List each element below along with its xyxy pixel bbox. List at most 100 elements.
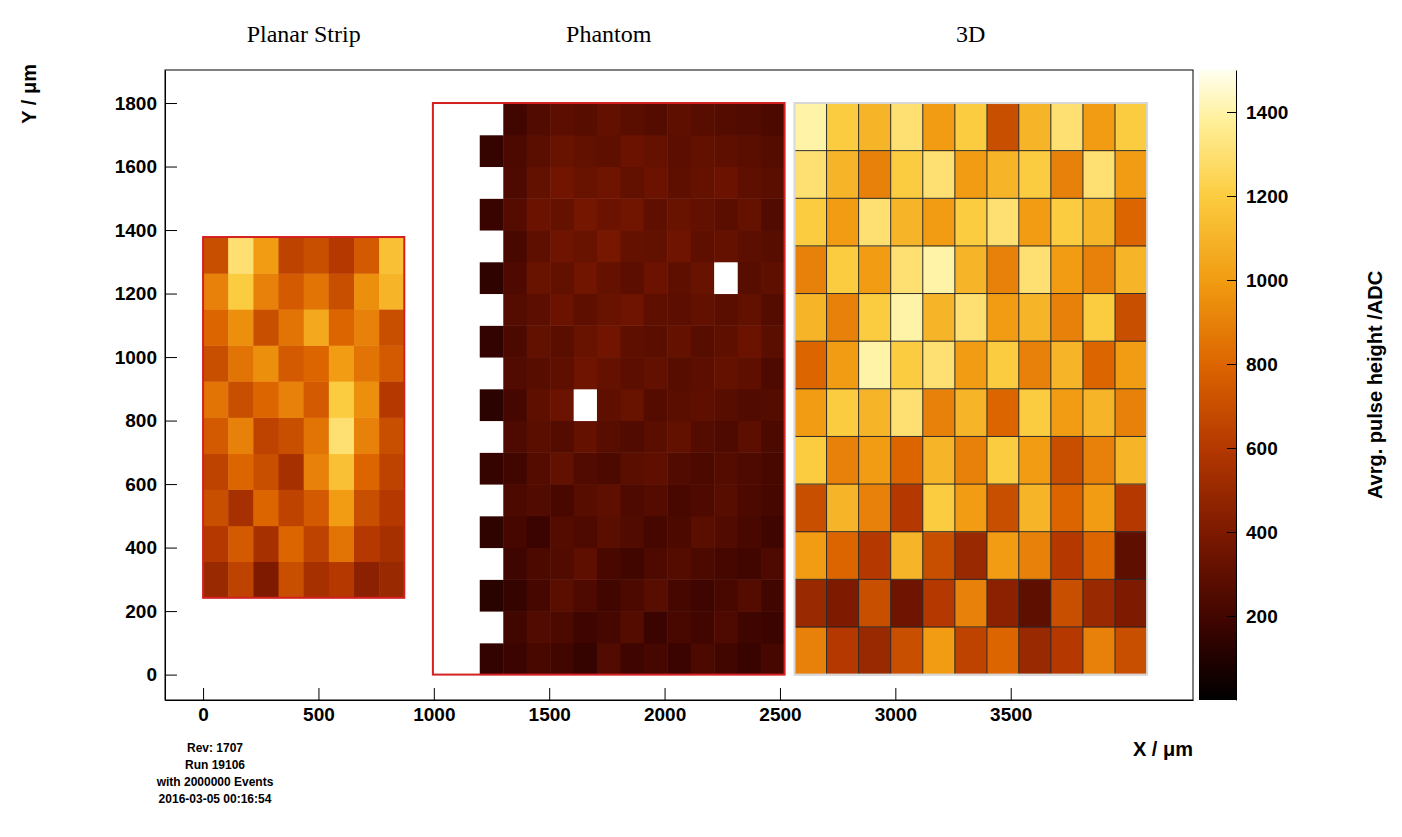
cell bbox=[329, 381, 355, 418]
tick-mark bbox=[165, 294, 177, 295]
cell bbox=[923, 627, 956, 675]
cell bbox=[1051, 532, 1084, 580]
cell bbox=[667, 389, 691, 421]
cell bbox=[923, 103, 956, 151]
cell bbox=[203, 237, 229, 274]
cell bbox=[433, 262, 457, 294]
cell bbox=[527, 484, 551, 516]
cell bbox=[644, 548, 668, 580]
cell bbox=[667, 357, 691, 389]
x-axis: 0500100015002000250030003500 bbox=[166, 688, 1194, 725]
cell bbox=[527, 421, 551, 453]
cell bbox=[480, 167, 504, 199]
cell bbox=[1083, 389, 1116, 437]
cell bbox=[550, 198, 574, 230]
cell bbox=[1051, 246, 1084, 294]
cell bbox=[228, 562, 254, 599]
cell bbox=[1083, 151, 1116, 199]
cell bbox=[597, 325, 621, 357]
cell bbox=[644, 230, 668, 262]
cell bbox=[550, 611, 574, 643]
cell bbox=[597, 135, 621, 167]
cell bbox=[550, 484, 574, 516]
cell bbox=[503, 421, 527, 453]
tick-label: 1000 bbox=[413, 704, 455, 725]
cell bbox=[597, 643, 621, 675]
cell bbox=[456, 548, 480, 580]
cell bbox=[714, 262, 738, 294]
cell bbox=[827, 341, 860, 389]
annotation: with 2000000 Events bbox=[156, 775, 274, 789]
tick: 400 bbox=[1227, 522, 1278, 543]
cell bbox=[891, 246, 924, 294]
cell bbox=[691, 421, 715, 453]
cell bbox=[761, 611, 785, 643]
cell bbox=[667, 325, 691, 357]
cell bbox=[667, 452, 691, 484]
cell bbox=[827, 198, 860, 246]
cell bbox=[597, 548, 621, 580]
cell bbox=[354, 273, 380, 309]
cell bbox=[621, 643, 645, 675]
cell bbox=[574, 452, 598, 484]
cell bbox=[1115, 532, 1148, 580]
cell bbox=[597, 357, 621, 389]
cell bbox=[456, 389, 480, 421]
cell bbox=[621, 548, 645, 580]
tick-mark bbox=[165, 357, 177, 358]
tick-mark bbox=[1227, 364, 1236, 365]
cell bbox=[597, 611, 621, 643]
cell bbox=[621, 198, 645, 230]
tick-mark bbox=[165, 103, 177, 104]
tick-label: 200 bbox=[125, 601, 157, 622]
cell bbox=[379, 454, 405, 490]
cell bbox=[891, 341, 924, 389]
cell bbox=[691, 357, 715, 389]
cell bbox=[644, 452, 668, 484]
cell bbox=[329, 345, 355, 381]
cell bbox=[203, 526, 229, 562]
cell bbox=[527, 548, 551, 580]
color-bar-title: Avrg. pulse height /ADC bbox=[1364, 271, 1386, 499]
cell bbox=[550, 103, 574, 135]
cell bbox=[667, 643, 691, 675]
tick-label: 3500 bbox=[990, 704, 1032, 725]
cell bbox=[714, 579, 738, 611]
cell bbox=[433, 548, 457, 580]
tick: 600 bbox=[125, 474, 177, 495]
cell bbox=[827, 436, 860, 484]
cell bbox=[1051, 436, 1084, 484]
tick-mark bbox=[165, 675, 177, 676]
cell bbox=[761, 643, 785, 675]
cell bbox=[574, 262, 598, 294]
cell bbox=[794, 579, 827, 627]
cell bbox=[794, 294, 827, 342]
cell bbox=[574, 294, 598, 326]
cell bbox=[1051, 151, 1084, 199]
cell bbox=[574, 135, 598, 167]
cell bbox=[354, 454, 380, 490]
cell bbox=[738, 135, 762, 167]
tick: 200 bbox=[1227, 606, 1278, 627]
cell bbox=[203, 345, 229, 381]
cell bbox=[228, 345, 254, 381]
cell bbox=[228, 237, 254, 274]
cell bbox=[859, 484, 892, 532]
cell bbox=[827, 484, 860, 532]
cell bbox=[433, 611, 457, 643]
tick-label: 600 bbox=[1246, 438, 1278, 459]
cell bbox=[480, 135, 504, 167]
cell bbox=[1083, 436, 1116, 484]
cell bbox=[503, 611, 527, 643]
cell bbox=[1083, 484, 1116, 532]
cell bbox=[691, 611, 715, 643]
chart: Planar StripPhantom3D0500100015002000250… bbox=[0, 0, 1402, 837]
cell bbox=[714, 421, 738, 453]
cell bbox=[644, 325, 668, 357]
tick-label: 2500 bbox=[759, 704, 801, 725]
tick: 2000 bbox=[644, 688, 686, 725]
cell bbox=[503, 167, 527, 199]
cell bbox=[527, 452, 551, 484]
cell bbox=[480, 357, 504, 389]
tick: 1200 bbox=[115, 283, 177, 304]
